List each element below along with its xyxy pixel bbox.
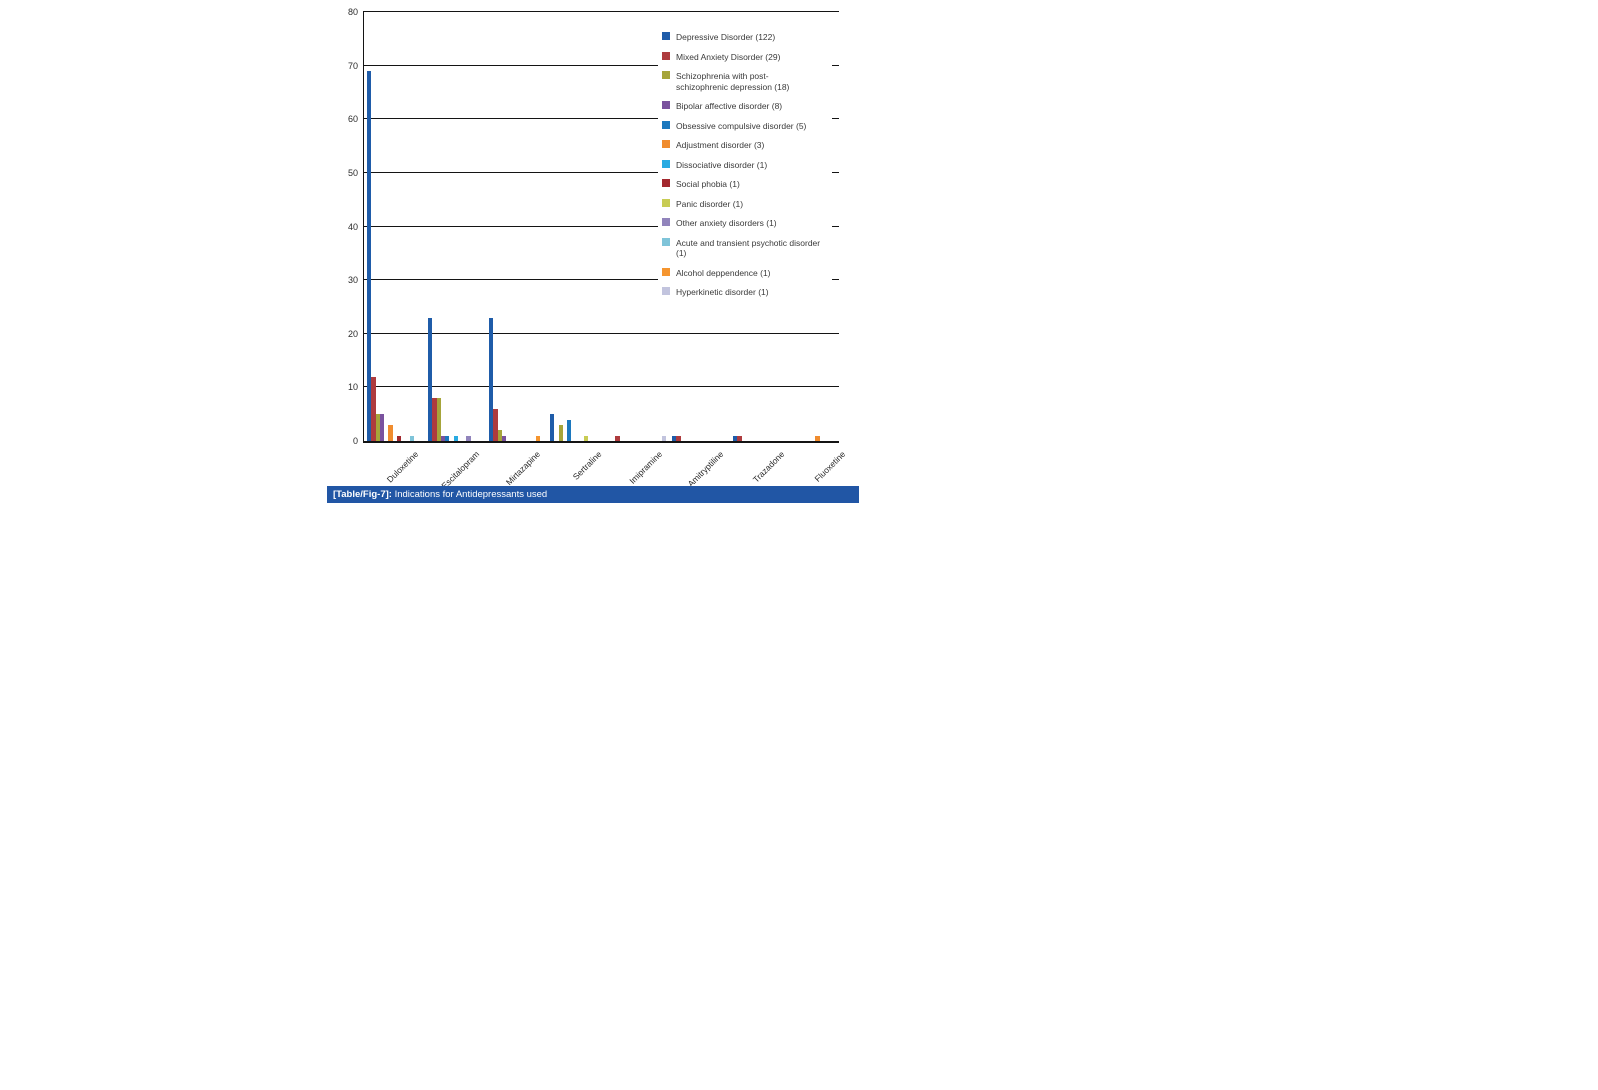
legend-item-10: Other anxiety disorders (1) [662, 218, 830, 229]
bar-Duloxetine-series4 [379, 414, 384, 441]
bar-Escitalopram-series3 [436, 398, 441, 441]
chart-legend: Depressive Disorder (122) Mixed Anxiety D… [658, 26, 832, 306]
bar-Imipramine-series13 [662, 435, 667, 441]
y-axis-tick-80: 80 [347, 7, 358, 17]
bar-Amitryptiline-series2 [676, 435, 681, 441]
bar-Duloxetine-series3 [375, 414, 380, 441]
y-axis-tick-20: 20 [347, 328, 358, 339]
legend-label: Social phobia (1) [676, 179, 740, 189]
legend-swatch-icon [662, 140, 670, 148]
caption-text: Indications for Antidepressants used [391, 489, 548, 500]
bar-Escitalopram-series7 [453, 435, 458, 441]
x-axis-label-duloxetine: Duloxetine [384, 449, 421, 485]
legend-label: Adjustment disorder (3) [676, 140, 765, 150]
bar-Mirtazapine-series4 [501, 435, 506, 441]
bar-Trazadone-series1 [733, 435, 738, 441]
legend-item-13: Hyperkinetic disorder (1) [662, 287, 830, 298]
x-axis-label-escitalopram: Escitalopram [439, 449, 482, 491]
x-axis-label-imipramine: Imipramine [627, 449, 665, 486]
gridline-y-30 [364, 279, 839, 281]
legend-item-12: Alcohol deppendence (1) [662, 267, 830, 279]
legend-label: Hyperkinetic disorder (1) [676, 287, 769, 297]
legend-label: Alcohol deppendence (1) [676, 267, 771, 278]
bar-Duloxetine-series11 [409, 435, 414, 441]
x-axis-label-trazadone: Trazadone [750, 449, 787, 485]
legend-label: Obsessive compulsive disorder (5) [676, 120, 807, 131]
bar-Mirtazapine-series3 [497, 430, 502, 441]
gridline-y-60 [364, 118, 839, 120]
bar-chart-plot-area: 0 10 20 30 40 50 60 70 80 Duloxetine Escitalopram M… [348, 7, 847, 491]
legend-swatch-icon [662, 237, 670, 246]
legend-item-7: Dissociative disorder (1) [662, 159, 830, 171]
figure-caption-bar: [Table/Fig-7]: Indications for Antidepre… [327, 486, 859, 503]
legend-swatch-icon [662, 198, 670, 207]
gridline-y-40 [364, 225, 839, 227]
y-axis-tick-70: 70 [347, 60, 358, 71]
bar-Duloxetine-series6 [388, 424, 393, 441]
y-axis-tick-60: 60 [347, 114, 358, 125]
legend-item-2: Mixed Anxiety Disorder (29) [662, 51, 830, 63]
bar-Escitalopram-series10 [466, 435, 471, 441]
bar-Sertraline-series1 [550, 414, 555, 441]
legend-swatch-icon [662, 120, 670, 129]
bar-Duloxetine-series8 [396, 435, 401, 441]
legend-label: Dissociative disorder (1) [676, 159, 768, 170]
bar-Amitryptiline-series1 [672, 435, 677, 441]
bar-Sertraline-series3 [558, 424, 563, 441]
legend-item-8: Social phobia (1) [662, 179, 830, 190]
legend-label: Other anxiety disorders (1) [676, 218, 777, 228]
bar-Duloxetine-series1 [367, 71, 372, 441]
legend-item-9: Panic disorder (1) [662, 198, 830, 210]
bar-Sertraline-series5 [567, 419, 572, 441]
legend-label: Mixed Anxiety Disorder (29) [676, 51, 781, 62]
y-axis-tick-30: 30 [347, 275, 358, 286]
y-axis-tick-50: 50 [347, 167, 358, 178]
x-axis-label-fluoxetine: Fluoxetine [812, 449, 848, 484]
legend-swatch-icon [662, 159, 670, 168]
legend-item-11: Acute and transient psychotic disorder (… [662, 237, 830, 259]
legend-label: Bipolar affective disorder (8) [676, 101, 783, 111]
bar-Trazadone-series2 [737, 435, 742, 441]
legend-swatch-icon [662, 71, 670, 79]
gridline-y-10 [364, 386, 839, 388]
gridline-y-50 [364, 171, 839, 173]
legend-swatch-icon [662, 51, 670, 60]
legend-swatch-icon [662, 267, 670, 276]
legend-swatch-icon [662, 32, 670, 40]
gridline-y-70 [364, 64, 839, 66]
legend-label: Schizophrenia with post- schizophrenic d… [676, 71, 790, 92]
bar-Sertraline-series9 [584, 435, 589, 441]
caption-tag: [Table/Fig-7]: [333, 489, 392, 500]
legend-swatch-icon [662, 179, 670, 187]
legend-item-6: Adjustment disorder (3) [662, 140, 830, 151]
legend-label: Panic disorder (1) [676, 198, 744, 209]
bar-Mirtazapine-series2 [493, 408, 498, 441]
y-axis-tick-0: 0 [352, 436, 358, 446]
legend-item-4: Bipolar affective disorder (8) [662, 101, 830, 112]
legend-label: Depressive Disorder (122) [676, 32, 776, 42]
x-axis-label-sertraline: Sertraline [570, 449, 604, 482]
bar-Escitalopram-series1 [428, 317, 433, 441]
gridline-y-20 [364, 332, 839, 334]
x-axis-label-mirtazapine: Mirtazapine [503, 449, 543, 488]
bar-Mirtazapine-series12 [535, 435, 540, 441]
bar-Imipramine-series2 [615, 435, 620, 441]
bar-Duloxetine-series2 [371, 376, 376, 441]
x-axis-label-amitryptiline: Amitryptiline [685, 449, 726, 489]
bar-Escitalopram-series2 [432, 398, 437, 441]
bar-Escitalopram-series5 [445, 435, 450, 441]
legend-swatch-icon [662, 218, 670, 226]
legend-item-1: Depressive Disorder (122) [662, 32, 830, 43]
legend-item-3: Schizophrenia with post- schizophrenic d… [662, 71, 830, 92]
legend-label: Acute and transient psychotic disorder (… [676, 237, 821, 259]
y-axis-tick-10: 10 [347, 382, 358, 393]
bar-Mirtazapine-series1 [489, 317, 494, 441]
bar-Fluoxetine-series6 [815, 435, 820, 441]
legend-swatch-icon [662, 101, 670, 109]
legend-swatch-icon [662, 287, 670, 295]
y-axis-tick-40: 40 [347, 221, 358, 232]
legend-item-5: Obsessive compulsive disorder (5) [662, 120, 830, 132]
bar-Escitalopram-series4 [440, 435, 445, 441]
